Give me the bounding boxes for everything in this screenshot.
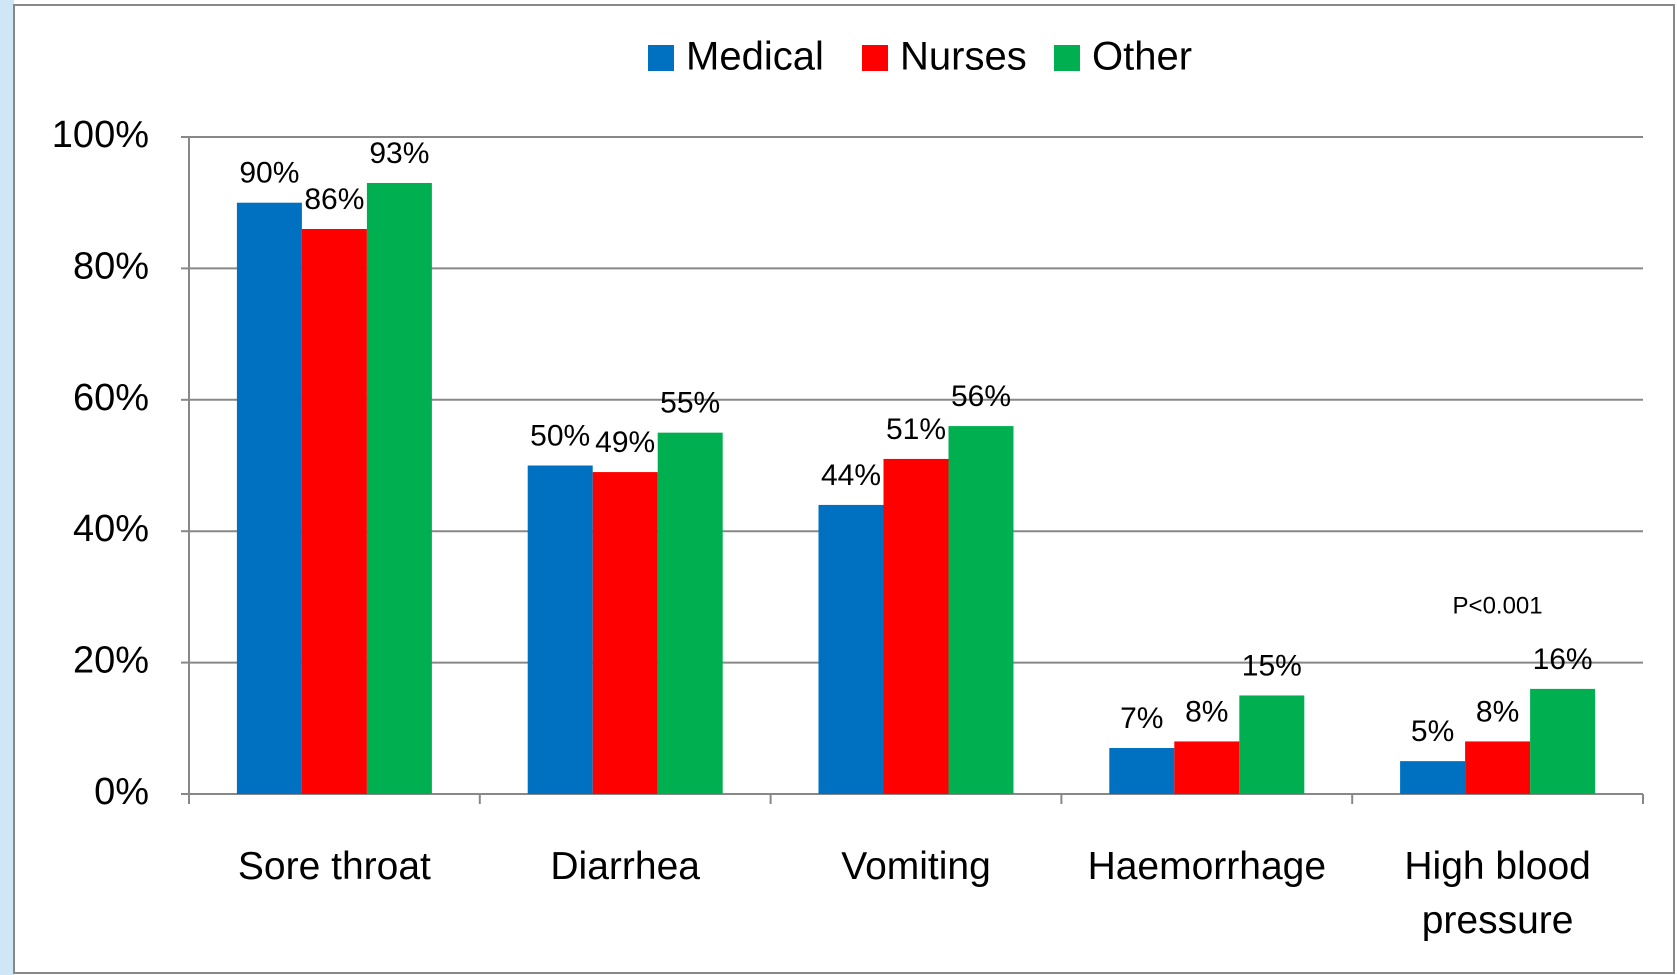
data-label: 16% (1533, 643, 1593, 676)
data-label: 5% (1411, 715, 1454, 748)
side-strip (0, 0, 14, 975)
annotation: P<0.001 (1453, 592, 1543, 619)
y-tick-label: 100% (52, 114, 149, 156)
y-tick-label: 40% (73, 508, 149, 550)
y-tick-label: 60% (73, 377, 149, 419)
data-label: 55% (660, 387, 720, 420)
bar (1400, 761, 1466, 794)
bar (1109, 748, 1175, 794)
legend-swatch (1054, 45, 1080, 71)
x-tick-label: Diarrhea (550, 845, 700, 888)
data-label: 7% (1120, 702, 1163, 735)
bar (1465, 741, 1531, 794)
data-label: 86% (304, 183, 364, 216)
data-label: 50% (530, 419, 590, 452)
data-label: 51% (886, 413, 946, 446)
legend-label: Other (1092, 35, 1192, 79)
bar (883, 458, 949, 794)
bar (592, 472, 658, 794)
y-tick-label: 0% (94, 771, 149, 813)
x-tick-label: Sore throat (237, 845, 431, 888)
bar (236, 202, 302, 794)
bar (301, 228, 367, 795)
data-label: 8% (1185, 695, 1228, 728)
bar (948, 426, 1014, 794)
x-tick-label: Vomiting (841, 845, 991, 888)
bar (1174, 741, 1240, 794)
data-label: 90% (239, 157, 299, 190)
bar (1530, 688, 1596, 794)
legend-swatch (862, 45, 888, 71)
legend-label: Nurses (900, 35, 1027, 79)
bar (818, 504, 884, 794)
data-label: 49% (595, 426, 655, 459)
data-label: 93% (369, 137, 429, 170)
y-tick-label: 80% (73, 245, 149, 287)
bar (657, 432, 723, 794)
data-label: 44% (821, 459, 881, 492)
data-label: 56% (951, 380, 1011, 413)
data-label: 8% (1476, 695, 1519, 728)
y-tick-label: 20% (73, 640, 149, 682)
bar (527, 465, 593, 794)
legend-swatch (648, 45, 674, 71)
x-tick-label: Haemorrhage (1087, 845, 1327, 888)
data-label: 15% (1242, 649, 1302, 682)
legend-label: Medical (686, 35, 824, 79)
bar (366, 182, 432, 795)
bar (1239, 695, 1305, 794)
x-tick-label: High blood pressure (1404, 845, 1591, 942)
